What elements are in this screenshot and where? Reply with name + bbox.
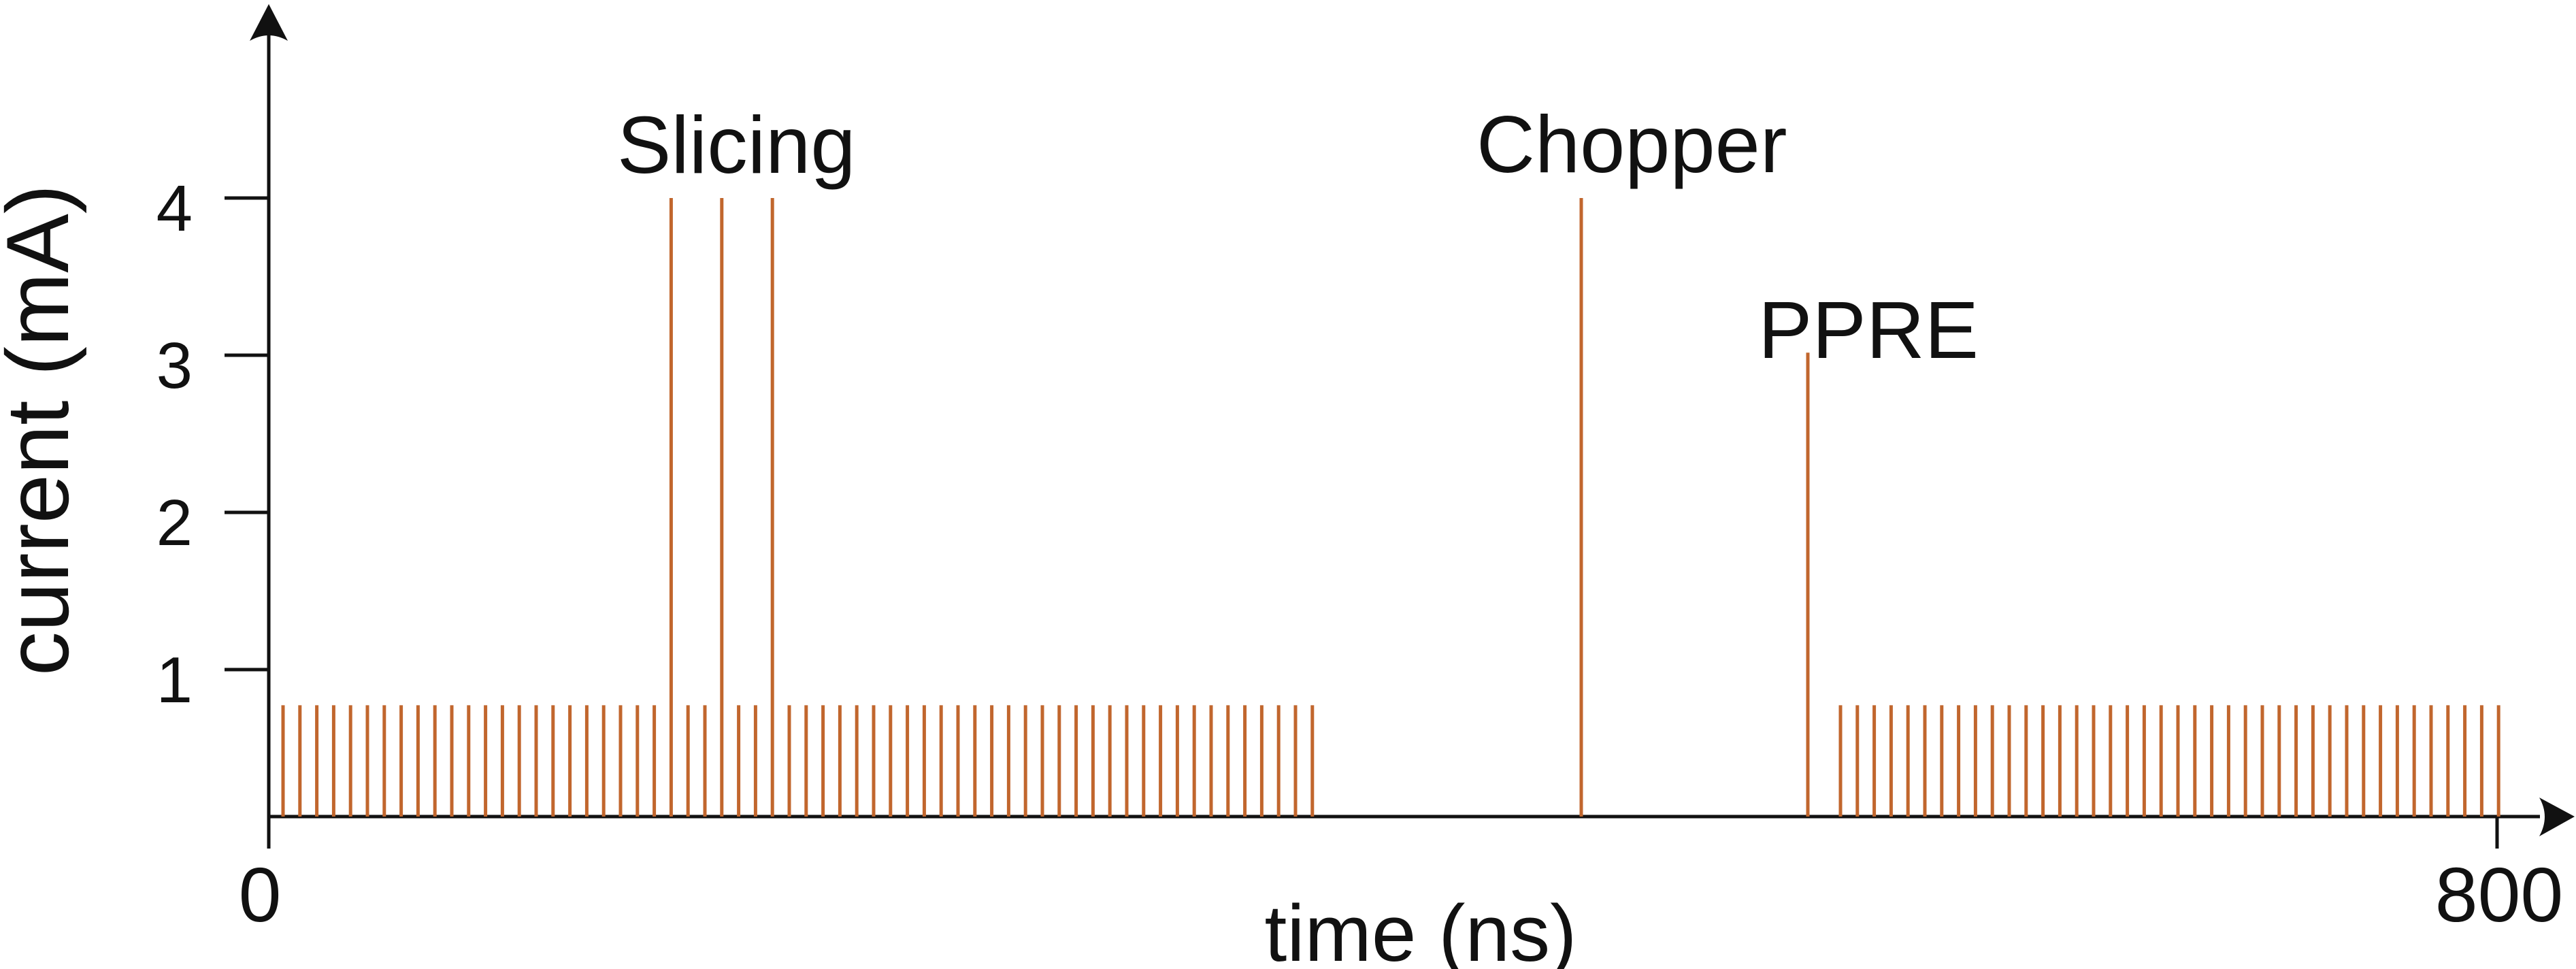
svg-text:Slicing: Slicing <box>617 100 856 191</box>
svg-text:current (mA): current (mA) <box>0 184 87 676</box>
svg-text:time (ns): time (ns) <box>1265 889 1577 969</box>
svg-text:800: 800 <box>2435 852 2564 938</box>
svg-text:3: 3 <box>156 329 193 402</box>
svg-text:PPRE: PPRE <box>1758 285 1979 376</box>
svg-text:1: 1 <box>156 644 193 717</box>
svg-text:4: 4 <box>156 172 193 245</box>
svg-text:Chopper: Chopper <box>1476 99 1787 190</box>
svg-text:2: 2 <box>156 487 193 559</box>
svg-text:0: 0 <box>239 852 282 938</box>
